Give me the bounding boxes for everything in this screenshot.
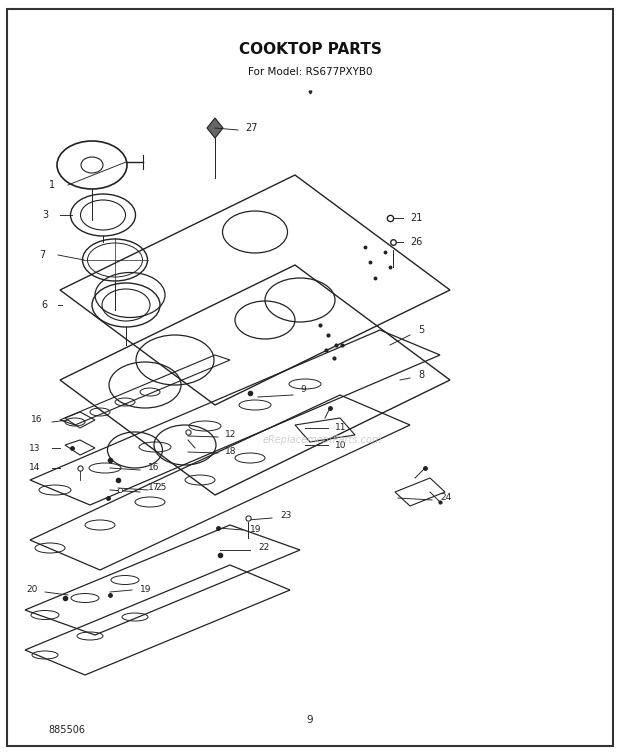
- Text: 18: 18: [225, 448, 236, 457]
- Text: 19: 19: [140, 585, 151, 594]
- Text: 20: 20: [27, 585, 38, 594]
- Text: 1: 1: [49, 180, 55, 190]
- Text: 24: 24: [440, 494, 451, 503]
- Text: For Model: RS677PXYB0: For Model: RS677PXYB0: [248, 67, 372, 77]
- Text: 11: 11: [335, 424, 347, 433]
- Text: 12: 12: [225, 430, 236, 439]
- Text: 21: 21: [410, 213, 422, 223]
- Text: eReplacementParts.com: eReplacementParts.com: [263, 435, 382, 445]
- Text: 10: 10: [335, 440, 347, 449]
- Text: 9: 9: [307, 715, 313, 725]
- Text: 23: 23: [280, 510, 291, 519]
- Text: 5: 5: [418, 325, 424, 335]
- Text: 25: 25: [155, 483, 166, 492]
- Text: 17: 17: [148, 483, 159, 492]
- Polygon shape: [207, 118, 223, 138]
- Text: 6: 6: [42, 300, 48, 310]
- Text: 885506: 885506: [48, 725, 85, 735]
- Text: 8: 8: [418, 370, 424, 380]
- Text: 22: 22: [258, 544, 269, 553]
- Text: 13: 13: [29, 443, 40, 452]
- Text: 16: 16: [30, 415, 42, 424]
- Text: 7: 7: [38, 250, 45, 260]
- Text: 26: 26: [410, 237, 422, 247]
- Text: COOKTOP PARTS: COOKTOP PARTS: [239, 42, 381, 57]
- Text: 27: 27: [245, 123, 257, 133]
- Text: 19: 19: [250, 525, 262, 535]
- Text: 9: 9: [300, 386, 306, 395]
- Text: 16: 16: [148, 464, 159, 473]
- Text: 3: 3: [42, 210, 48, 220]
- Text: 14: 14: [29, 464, 40, 473]
